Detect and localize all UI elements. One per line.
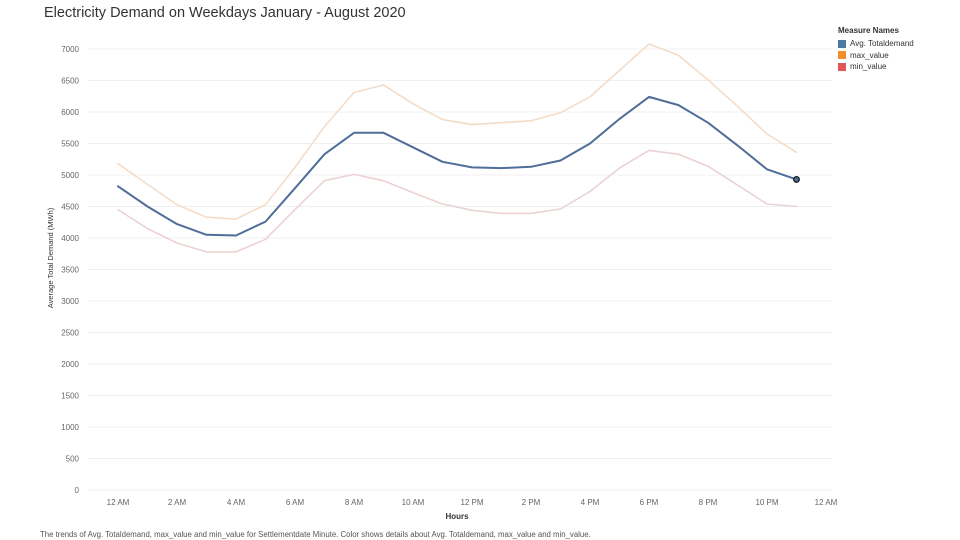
series-lines — [117, 43, 800, 253]
y-tick-label: 6500 — [61, 77, 79, 86]
y-tick-label: 4000 — [61, 234, 79, 243]
chart-caption: The trends of Avg. Totaldemand, max_valu… — [40, 530, 591, 539]
y-tick-label: 1000 — [61, 423, 79, 432]
y-tick-label: 0 — [75, 486, 80, 495]
x-tick-label: 10 AM — [402, 498, 425, 507]
legend-label-min: min_value — [850, 62, 887, 72]
y-axis-ticks: 0 500 1000 1500 2000 2500 3000 3500 4000 4500 5000… — [61, 45, 79, 495]
y-tick-label: 3000 — [61, 297, 79, 306]
x-tick-label: 6 PM — [640, 498, 659, 507]
y-tick-label: 5000 — [61, 171, 79, 180]
highlighted-data-point[interactable] — [793, 175, 800, 183]
chart-title: Electricity Demand on Weekdays January -… — [44, 5, 406, 21]
x-tick-label: 8 AM — [345, 498, 364, 507]
x-tick-label: 12 AM — [107, 498, 130, 507]
x-tick-label: 10 PM — [755, 498, 778, 507]
y-tick-label: 4500 — [61, 203, 79, 212]
y-tick-label: 5500 — [61, 140, 79, 149]
y-tick-label: 3500 — [61, 266, 79, 275]
y-tick-label: 2000 — [61, 360, 79, 369]
legend-label-avg: Avg. Totaldemand — [850, 39, 914, 49]
y-tick-label: 6000 — [61, 108, 79, 117]
x-tick-label: 12 AM — [815, 498, 838, 507]
y-tick-label: 2500 — [61, 329, 79, 338]
x-tick-label: 4 PM — [581, 498, 600, 507]
y-axis-label: Average Total Demand (MWh) — [46, 207, 55, 308]
legend-swatch-max — [838, 51, 846, 60]
y-tick-label: 7000 — [61, 45, 79, 54]
series-line-min-value[interactable] — [117, 149, 798, 253]
x-tick-label: 2 AM — [168, 498, 187, 507]
series-line-avg-totaldemand[interactable] — [117, 95, 798, 237]
legend: Measure Names Avg. Totaldemand max_value… — [838, 26, 914, 73]
y-tick-label: 500 — [66, 455, 80, 464]
legend-item-min[interactable]: min_value — [838, 61, 914, 73]
x-axis-label: Hours — [445, 512, 469, 521]
legend-label-max: max_value — [850, 50, 889, 60]
gridlines — [88, 48, 832, 491]
y-tick-label: 1500 — [61, 392, 79, 401]
legend-swatch-avg — [838, 39, 846, 48]
x-tick-label: 8 PM — [699, 498, 718, 507]
legend-title: Measure Names — [838, 26, 899, 35]
x-axis-ticks: 12 AM 2 AM 4 AM 6 AM 8 AM 10 AM 12 PM 2 PM 4 PM 6… — [107, 498, 838, 507]
x-tick-label: 4 AM — [227, 498, 246, 507]
legend-item-max[interactable]: max_value — [838, 50, 914, 62]
legend-swatch-min — [838, 62, 846, 71]
series-line-max-value[interactable] — [117, 43, 798, 220]
legend-item-avg[interactable]: Avg. Totaldemand — [838, 38, 914, 50]
x-tick-label: 12 PM — [460, 498, 483, 507]
x-tick-label: 2 PM — [522, 498, 541, 507]
x-tick-label: 6 AM — [286, 498, 305, 507]
